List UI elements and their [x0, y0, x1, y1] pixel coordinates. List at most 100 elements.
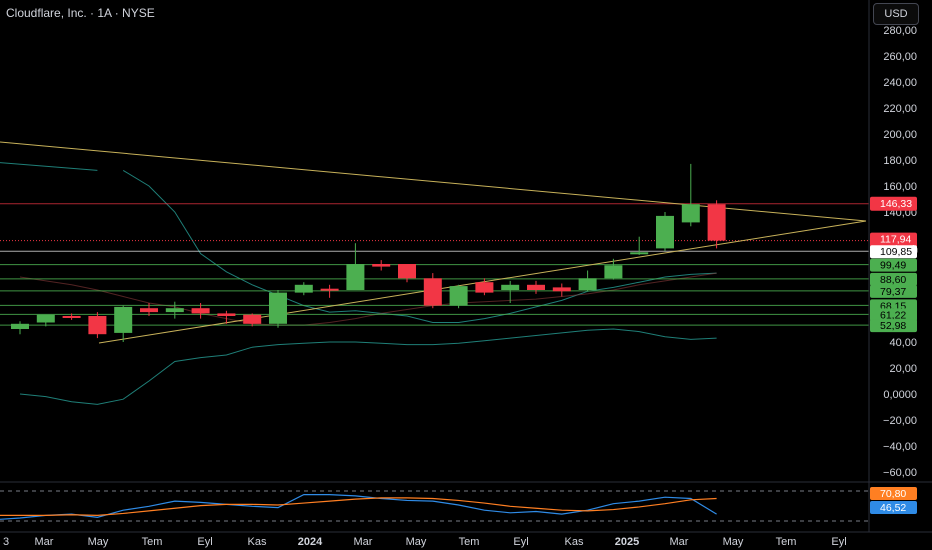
candle-body	[114, 306, 133, 333]
support-price-label-text: 99,49	[880, 260, 906, 272]
candle-body	[88, 316, 107, 335]
candle-body	[191, 308, 210, 314]
time-axis-label: Eyl	[831, 536, 846, 548]
time-axis-label: Tem	[776, 536, 797, 548]
rsi-value-label: 46,52	[880, 502, 906, 514]
rsi-ma-label: 70,80	[880, 488, 906, 500]
price-tick-label: 160,00	[883, 181, 917, 193]
time-axis-label: Kas	[248, 536, 267, 548]
candle-body	[501, 284, 520, 290]
support-price-label-text: 88,60	[880, 274, 906, 286]
lower-band-line	[19, 328, 717, 405]
candle-body	[346, 264, 365, 290]
price-tick-label: 40,00	[889, 337, 917, 349]
time-axis-label: 2024	[298, 536, 323, 548]
candle-body	[707, 204, 726, 241]
support-price-label: 88,60	[870, 272, 917, 286]
resistance-price-label-bg	[870, 196, 917, 211]
chart-title: Cloudflare, Inc. · 1A · NYSE	[6, 6, 155, 20]
candle-body	[630, 252, 649, 255]
support-price-label-bg	[870, 319, 917, 333]
time-axis-label: 3	[3, 536, 9, 548]
price-tick-label: −60,00	[883, 467, 917, 479]
support-price-label: 99,49	[870, 258, 917, 272]
rsi-ma-label-bg	[870, 487, 917, 500]
price-tick-label: 20,00	[889, 363, 917, 375]
band-lines	[0, 162, 717, 405]
time-axis-label: 2025	[615, 536, 639, 548]
price-tick-label: −20,00	[883, 415, 917, 427]
candle-body	[140, 308, 158, 313]
candle-body	[656, 215, 674, 249]
white-level-label-bg	[870, 245, 917, 259]
support-price-label-bg	[870, 308, 917, 322]
candle-body	[527, 284, 545, 290]
support-price-label: 52,98	[870, 319, 917, 333]
candle-body	[62, 316, 81, 318]
time-axis-label: May	[88, 536, 109, 548]
candle-body	[552, 287, 571, 292]
price-tick-label: −40,00	[883, 441, 917, 453]
support-price-label-text: 52,98	[880, 320, 906, 332]
candle-body	[243, 314, 262, 324]
price-tick-label: 260,00	[883, 51, 917, 63]
price-tick-label: 280,00	[883, 25, 917, 37]
time-axis-label: Eyl	[197, 536, 212, 548]
descending-trendline	[0, 141, 867, 222]
rsi-label-bg	[870, 501, 917, 514]
candle-body	[294, 284, 313, 293]
time-axis-label: Eyl	[513, 536, 528, 548]
price-axis: 280,00 260,00 240,00 220,00 200,00 180,00 160,…	[868, 0, 917, 532]
candle-body	[398, 264, 416, 279]
time-axis-label: May	[723, 536, 744, 548]
candle-body	[604, 265, 623, 279]
candle-body	[269, 292, 287, 324]
candles	[11, 163, 726, 342]
resistance-price-label-text: 146,33	[880, 198, 912, 210]
support-price-label-text: 79,37	[880, 286, 906, 298]
rsi-line	[0, 494, 717, 520]
support-price-label: 79,37	[870, 284, 917, 298]
candle-body	[320, 288, 339, 291]
white-level-label-text: 109,85	[880, 246, 912, 258]
time-axis-label: Tem	[142, 536, 163, 548]
support-price-label-bg	[870, 258, 917, 272]
price-tick-label: 240,00	[883, 77, 917, 89]
last-price-label-text: 117,94	[880, 234, 911, 246]
time-axis-label: Tem	[459, 536, 480, 548]
candle-body	[423, 278, 442, 306]
support-price-label: 61,22	[870, 308, 917, 322]
time-axis: 3 Mar May Tem Eyl Kas 2024 Mar May Tem Eyl Kas 2025 M…	[0, 531, 932, 548]
price-tick-label: 200,00	[883, 129, 917, 141]
currency-button[interactable]: USD	[873, 3, 919, 25]
mid-band-line	[19, 272, 717, 326]
price-tick-label: 220,00	[883, 103, 917, 115]
candle-body	[475, 282, 494, 293]
candle-body	[11, 323, 29, 329]
time-axis-label: Kas	[565, 536, 584, 548]
time-axis-label: May	[406, 536, 427, 548]
candle-body	[217, 313, 236, 316]
support-price-label-bg	[870, 272, 917, 286]
support-price-label-bg	[870, 284, 917, 298]
price-tick-label: 180,00	[883, 155, 917, 167]
candle-body	[165, 308, 184, 313]
white-level-label: 109,85	[870, 245, 917, 259]
resistance-price-label: 146,33	[870, 196, 917, 211]
candle-body	[449, 286, 468, 306]
price-tick-label: 0,0000	[883, 389, 917, 401]
upper-band-start	[0, 162, 98, 171]
support-price-label-text: 61,22	[880, 309, 906, 321]
candle-body	[372, 264, 391, 267]
candle-body	[36, 314, 55, 323]
upper-band-line	[122, 169, 717, 323]
candle-body	[681, 204, 700, 223]
time-axis-label: Mar	[354, 536, 373, 548]
candle-body	[578, 278, 597, 290]
rsi-ma-line	[0, 497, 717, 517]
time-axis-label: Mar	[670, 536, 689, 548]
time-axis-label: Mar	[35, 536, 54, 548]
